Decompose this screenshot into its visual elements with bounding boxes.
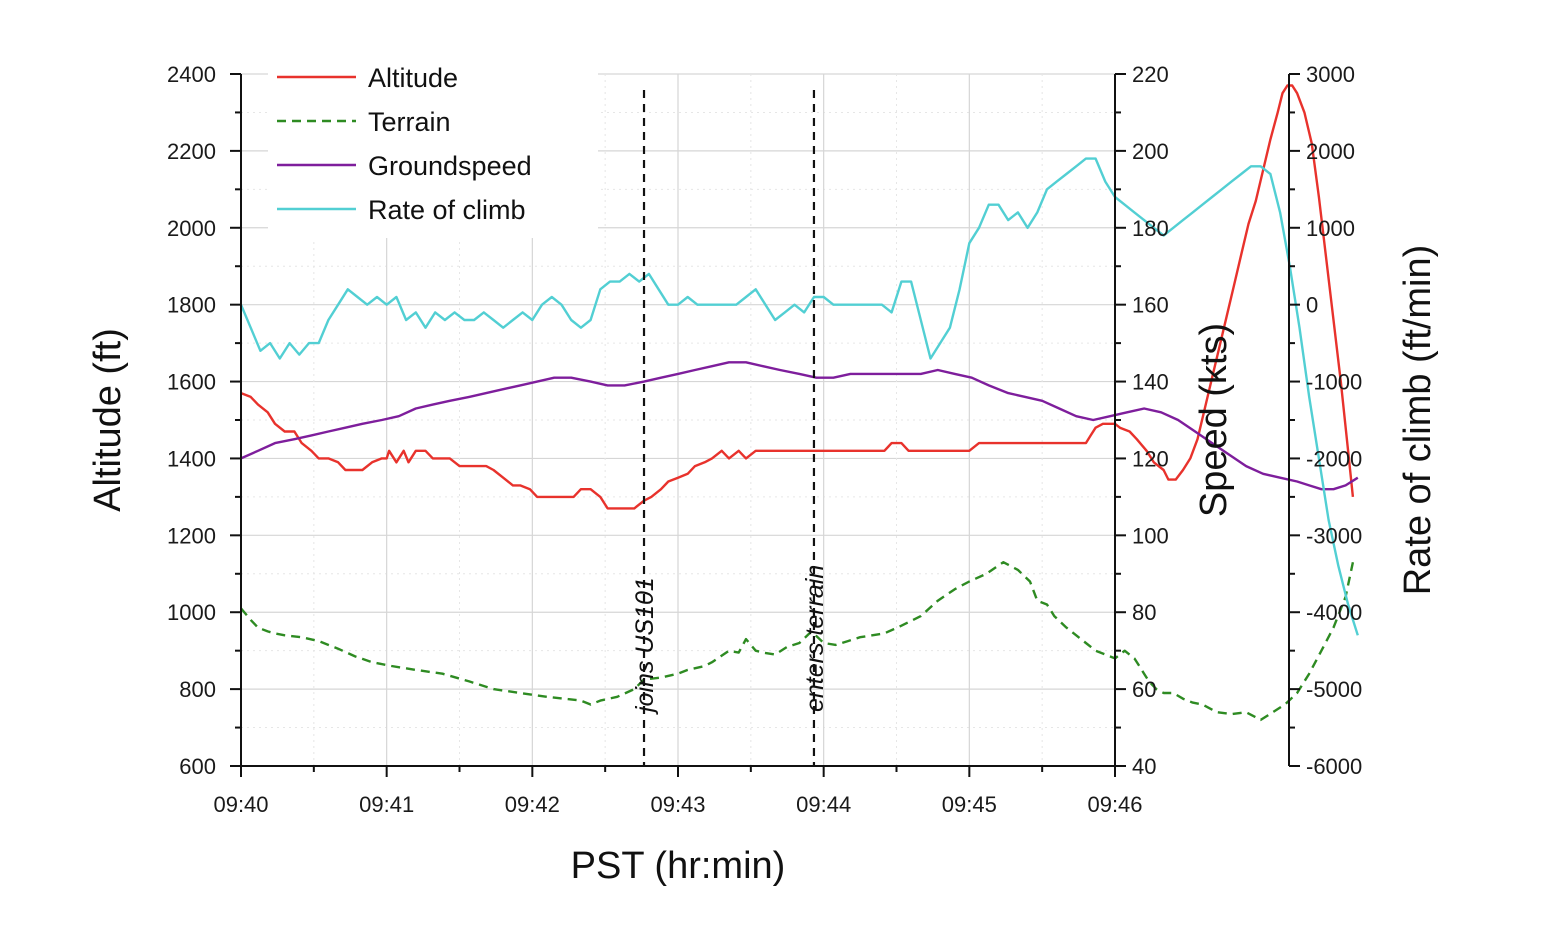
speed-axis-tick-label: 140 [1132, 370, 1169, 395]
roc-axis-tick-label: 3000 [1306, 62, 1355, 87]
speed-axis-tick-label: 200 [1132, 139, 1169, 164]
altitude-axis-tick-label: 1800 [167, 293, 216, 318]
roc-axis-tick-label: 2000 [1306, 139, 1355, 164]
speed-axis-tick-label: 100 [1132, 523, 1169, 548]
roc-axis-tick-label: -5000 [1306, 677, 1362, 702]
altitude-axis-tick-label: 800 [179, 677, 216, 702]
roc-axis-tick-label: -2000 [1306, 446, 1362, 471]
speed-axis-tick-label: 160 [1132, 293, 1169, 318]
speed-axis-tick-label: 220 [1132, 62, 1169, 87]
legend-label: Rate of climb [368, 195, 526, 225]
left-axis-title: Altitude (ft) [87, 328, 129, 512]
annotations: joins US101 enters terrain [631, 90, 829, 766]
speed-axis-tick-label: 40 [1132, 754, 1156, 779]
speed-axis-title: Speed (kts) [1193, 323, 1235, 517]
altitude-axis-tick-label: 1200 [167, 523, 216, 548]
x-axis-tick-label: 09:42 [505, 792, 560, 817]
x-axis-tick-label: 09:40 [213, 792, 268, 817]
x-axis-tick-label: 09:43 [650, 792, 705, 817]
roc-axis-tick-label: -1000 [1306, 370, 1362, 395]
annotation-label: joins US101 [631, 577, 659, 715]
series-layer [239, 84, 1359, 722]
x-axis-tick-label: 09:46 [1087, 792, 1142, 817]
altitude-axis-tick-label: 1600 [167, 370, 216, 395]
x-axis-tick-label: 09:44 [796, 792, 851, 817]
roc-axis-tick-label: 1000 [1306, 216, 1355, 241]
altitude-axis-tick-label: 2400 [167, 62, 216, 87]
roc-axis-tick-label: 0 [1306, 293, 1318, 318]
altitude-axis-tick-label: 2000 [167, 216, 216, 241]
roc-axis-tick-label: -4000 [1306, 600, 1362, 625]
roc-axis-title: Rate of climb (ft/min) [1397, 245, 1439, 596]
series-line-altitude [240, 84, 1355, 510]
x-axis-tick-label: 09:45 [942, 792, 997, 817]
speed-axis-tick-label: 60 [1132, 677, 1156, 702]
altitude-axis-tick-label: 2200 [167, 139, 216, 164]
speed-axis-tick-label: 120 [1132, 446, 1169, 471]
speed-axis-tick-label: 180 [1132, 216, 1169, 241]
axes: 6008001000120014001600180020002200240040… [167, 62, 1362, 817]
altitude-axis-tick-label: 1000 [167, 600, 216, 625]
legend-label: Terrain [368, 107, 451, 137]
x-axis-title: PST (hr:min) [571, 845, 786, 887]
series-line-rate-of-climb [239, 157, 1359, 636]
series-line-groundspeed [240, 361, 1359, 491]
series-line-terrain [240, 561, 1355, 722]
roc-axis-tick-label: -6000 [1306, 754, 1362, 779]
x-axis-tick-label: 09:41 [359, 792, 414, 817]
legend: Altitude Terrain Groundspeed Rate of climb [268, 56, 598, 238]
legend-label: Altitude [368, 63, 458, 93]
altitude-axis-tick-label: 600 [179, 754, 216, 779]
roc-axis-tick-label: -3000 [1306, 523, 1362, 548]
speed-axis-tick-label: 80 [1132, 600, 1156, 625]
annotation-label: enters terrain [801, 565, 829, 712]
legend-background [268, 56, 598, 238]
altitude-axis-tick-label: 1400 [167, 446, 216, 471]
legend-label: Groundspeed [368, 151, 532, 181]
